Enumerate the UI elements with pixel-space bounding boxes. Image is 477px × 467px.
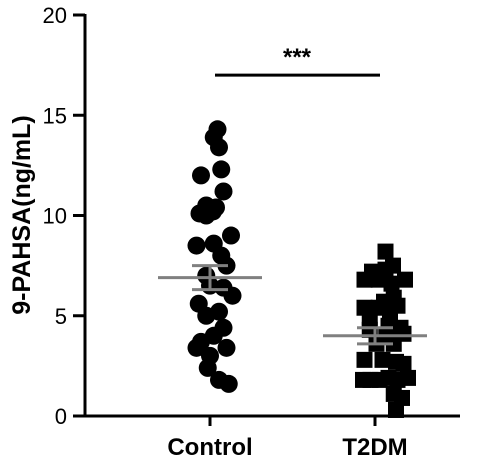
data-point-square — [374, 351, 391, 368]
data-point-circle — [219, 374, 238, 393]
data-point-circle — [192, 166, 210, 185]
y-tick-label: 10 — [43, 204, 67, 229]
data-point-square — [385, 257, 401, 274]
x-category-label: Control — [167, 434, 252, 461]
y-tick-label: 15 — [43, 103, 67, 128]
data-point-circle — [223, 286, 242, 305]
data-point-circle — [217, 338, 236, 357]
y-tick-label: 0 — [55, 404, 67, 429]
x-category-label: T2DM — [342, 434, 407, 461]
x-axis-labels: Control T2DM — [167, 416, 408, 461]
data-point-square — [361, 309, 378, 326]
y-tick-label: 20 — [43, 3, 67, 28]
data-point-square — [395, 355, 412, 372]
data-point-square — [356, 271, 373, 288]
data-point-square — [397, 271, 413, 288]
data-point-circle — [198, 358, 217, 377]
data-point-circle — [214, 182, 233, 201]
mean-sem-bars — [158, 264, 427, 346]
significance-annotation: *** — [215, 44, 380, 77]
data-point-square — [385, 335, 402, 352]
data-point-square — [385, 385, 402, 402]
significance-label: *** — [283, 44, 312, 71]
data-point-circle — [187, 338, 206, 357]
data-point-circle — [210, 138, 228, 157]
data-point-circle — [222, 226, 240, 245]
data-point-square — [383, 275, 400, 292]
data-point-square — [377, 243, 394, 260]
data-point-circle — [212, 160, 231, 179]
y-axis-ticks: 0 5 10 15 20 — [43, 3, 85, 429]
y-tick-label: 5 — [55, 304, 67, 329]
data-point-circle — [187, 236, 206, 255]
data-point-circle — [197, 306, 216, 325]
data-point-circle — [204, 202, 222, 221]
data-points — [187, 120, 416, 418]
data-point-square — [370, 271, 387, 288]
data-point-square — [356, 351, 373, 368]
y-axis-title: 9-PAHSA(ng/mL) — [8, 115, 36, 315]
data-point-square — [388, 401, 404, 418]
data-point-square — [400, 369, 416, 386]
